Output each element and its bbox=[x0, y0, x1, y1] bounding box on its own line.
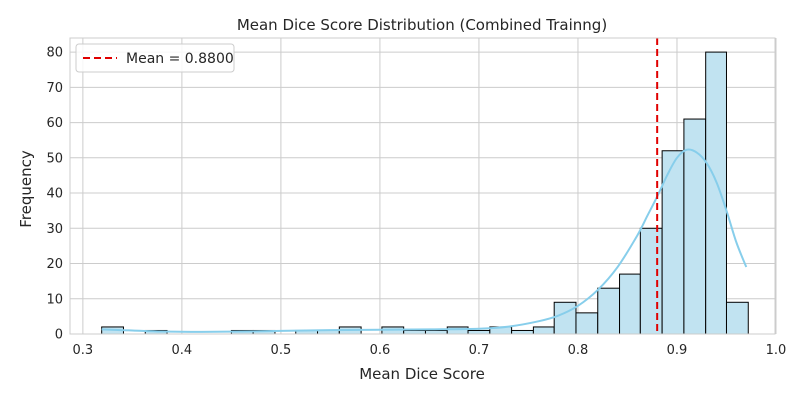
histogram-bar bbox=[467, 329, 491, 335]
histogram-bar bbox=[403, 329, 426, 335]
y-axis-ticks: 0 10 20 30 40 50 60 70 80 bbox=[46, 46, 63, 343]
y-tick-label: 0 bbox=[55, 328, 63, 343]
kde-curve bbox=[101, 148, 748, 333]
x-tick-label: 0.3 bbox=[73, 343, 94, 358]
y-tick-label: 20 bbox=[46, 257, 63, 272]
x-tick-label: 0.5 bbox=[271, 343, 292, 358]
x-tick-label: 0.8 bbox=[568, 343, 589, 358]
histogram-bar bbox=[725, 301, 749, 335]
x-axis-ticks: 0.3 0.4 0.5 0.6 0.7 0.8 0.9 1.0 bbox=[73, 343, 787, 358]
y-axis-title: Frequency bbox=[17, 150, 35, 228]
y-tick-label: 60 bbox=[46, 116, 63, 131]
histogram-bar bbox=[597, 287, 621, 335]
x-tick-label: 1.0 bbox=[766, 343, 787, 358]
x-tick-label: 0.6 bbox=[370, 343, 391, 358]
histogram-bar bbox=[532, 326, 555, 335]
plot-frame bbox=[69, 37, 776, 335]
histogram-bar bbox=[511, 329, 534, 335]
histogram-bar bbox=[553, 301, 577, 335]
histogram-bar bbox=[575, 312, 599, 335]
histogram-bar bbox=[424, 329, 448, 335]
x-axis-title: Mean Dice Score bbox=[359, 365, 485, 383]
histogram-bar bbox=[639, 227, 663, 335]
legend-mean-label: Mean = 0.8800 bbox=[126, 51, 234, 67]
histogram-bar bbox=[705, 51, 727, 335]
x-tick-label: 0.4 bbox=[172, 343, 193, 358]
y-tick-label: 70 bbox=[46, 81, 63, 96]
grid bbox=[70, 38, 777, 335]
x-tick-label: 0.9 bbox=[667, 343, 688, 358]
histogram-bar bbox=[619, 273, 641, 335]
y-tick-label: 30 bbox=[46, 222, 63, 237]
x-tick-label: 0.7 bbox=[469, 343, 490, 358]
y-tick-label: 40 bbox=[46, 187, 63, 202]
kde-curve-layer bbox=[101, 148, 748, 333]
y-tick-label: 10 bbox=[46, 292, 63, 307]
y-tick-label: 80 bbox=[46, 46, 63, 61]
histogram-bar bbox=[446, 326, 469, 335]
chart-title: Mean Dice Score Distribution (Combined T… bbox=[237, 16, 607, 34]
legend-box bbox=[75, 43, 235, 73]
y-tick-label: 50 bbox=[46, 151, 63, 166]
legend: Mean = 0.8800 bbox=[75, 43, 235, 73]
